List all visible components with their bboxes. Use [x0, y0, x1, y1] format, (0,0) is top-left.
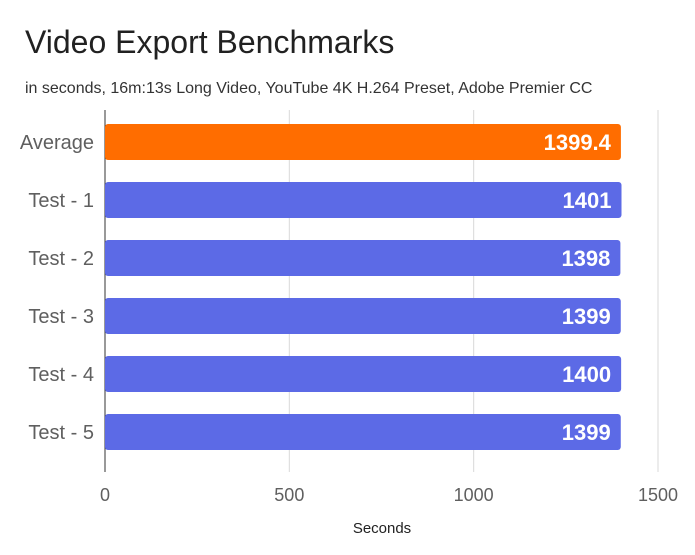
- chart-subtitle: in seconds, 16m:13s Long Video, YouTube …: [25, 80, 593, 97]
- x-tick-label: 1500: [638, 485, 678, 505]
- bar: [105, 298, 621, 334]
- x-axis-title: Seconds: [353, 520, 411, 537]
- bar: [105, 124, 621, 160]
- data-label: 1399: [562, 420, 611, 445]
- data-label: 1401: [563, 188, 612, 213]
- x-tick-label: 1000: [454, 485, 494, 505]
- category-label: Test - 5: [28, 422, 94, 444]
- category-label: Test - 1: [28, 190, 94, 212]
- x-tick-label: 500: [274, 485, 304, 505]
- label-layer: 0 500 1000 1500 Average 1399.4 Test - 1 1401 Tes…: [20, 130, 678, 505]
- data-label: 1399: [562, 304, 611, 329]
- bar: [105, 182, 622, 218]
- chart-title: Video Export Benchmarks: [25, 24, 395, 60]
- bar: [105, 240, 621, 276]
- category-label: Test - 4: [28, 364, 94, 386]
- category-label: Average: [20, 132, 94, 154]
- category-label: Test - 2: [28, 248, 94, 270]
- bar: [105, 414, 621, 450]
- category-label: Test - 3: [28, 306, 94, 328]
- data-label: 1400: [562, 362, 611, 387]
- bar-layer: [105, 124, 622, 450]
- data-label: 1399.4: [544, 130, 612, 155]
- grid-layer: [104, 110, 659, 472]
- x-tick-label: 0: [100, 485, 110, 505]
- data-label: 1398: [561, 246, 610, 271]
- bar: [105, 356, 622, 392]
